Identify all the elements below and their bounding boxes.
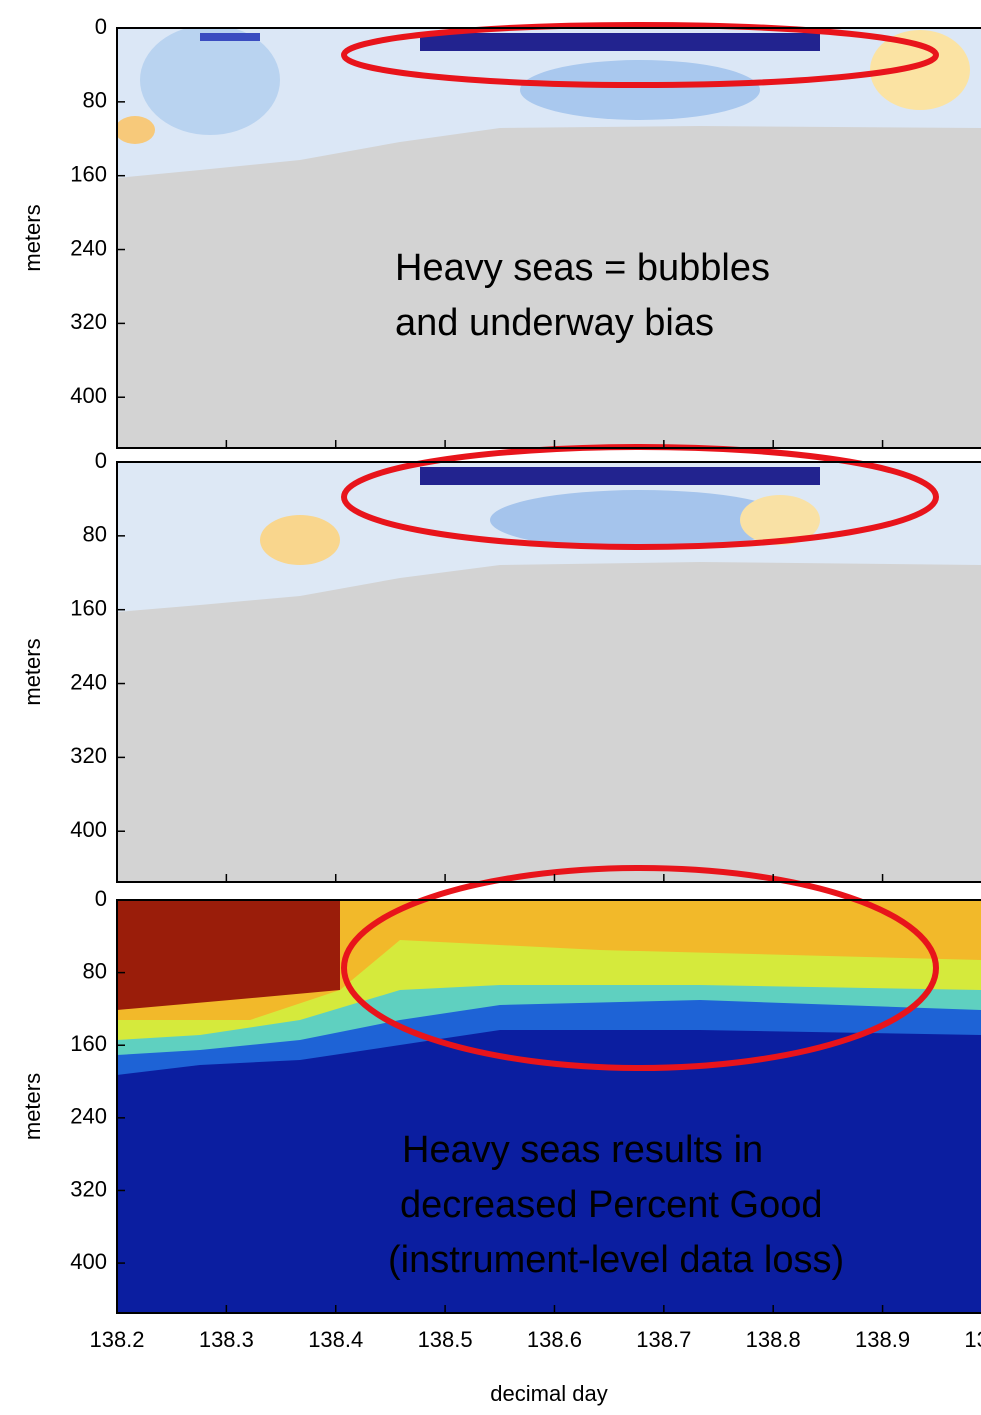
y-tick-label: 80	[83, 88, 107, 113]
x-tick-label: 138.7	[636, 1327, 691, 1352]
y-tick-label: 160	[70, 162, 107, 187]
y-tick-label: 80	[83, 522, 107, 547]
y-tick-label: 0	[95, 14, 107, 39]
y-tick-label: 240	[70, 1104, 107, 1129]
plot-frame	[116, 27, 981, 449]
plot-frame	[116, 899, 981, 1314]
plot-frame	[116, 461, 981, 883]
y-tick-label: 240	[70, 669, 107, 694]
x-tick-label: 138.3	[199, 1327, 254, 1352]
heatmap	[117, 28, 981, 448]
x-axis-label: decimal day	[490, 1381, 607, 1406]
y-tick-label: 240	[70, 235, 107, 260]
y-axis-label: meters	[20, 1073, 45, 1140]
heatmap	[117, 900, 981, 1313]
y-tick-label: 400	[70, 817, 107, 842]
y-tick-label: 160	[70, 1031, 107, 1056]
x-tick-label: 138.6	[527, 1327, 582, 1352]
annotation: Heavy seas results in	[402, 1129, 763, 1171]
y-tick-label: 80	[83, 958, 107, 983]
y-tick-label: 400	[70, 383, 107, 408]
heatmap	[117, 462, 981, 882]
y-tick-label: 0	[95, 886, 107, 911]
x-tick-label: 138.9	[855, 1327, 910, 1352]
x-tick-label: 138.5	[418, 1327, 473, 1352]
annotation: (instrument-level data loss)	[388, 1239, 844, 1281]
annotation: decreased Percent Good	[400, 1184, 823, 1226]
y-tick-label: 400	[70, 1249, 107, 1274]
y-tick-label: 320	[70, 743, 107, 768]
y-tick-label: 320	[70, 1176, 107, 1201]
annotation: Heavy seas = bubbles	[395, 247, 770, 289]
x-tick-label: 138.8	[746, 1327, 801, 1352]
x-tick-label: 139.0	[964, 1327, 981, 1352]
y-axis-label: meters	[20, 204, 45, 271]
y-axis-label: meters	[20, 638, 45, 705]
annotation: and underway bias	[395, 302, 714, 344]
y-tick-label: 160	[70, 596, 107, 621]
y-tick-label: 0	[95, 448, 107, 473]
x-tick-label: 138.4	[308, 1327, 363, 1352]
y-tick-label: 320	[70, 309, 107, 334]
x-tick-label: 138.2	[89, 1327, 144, 1352]
